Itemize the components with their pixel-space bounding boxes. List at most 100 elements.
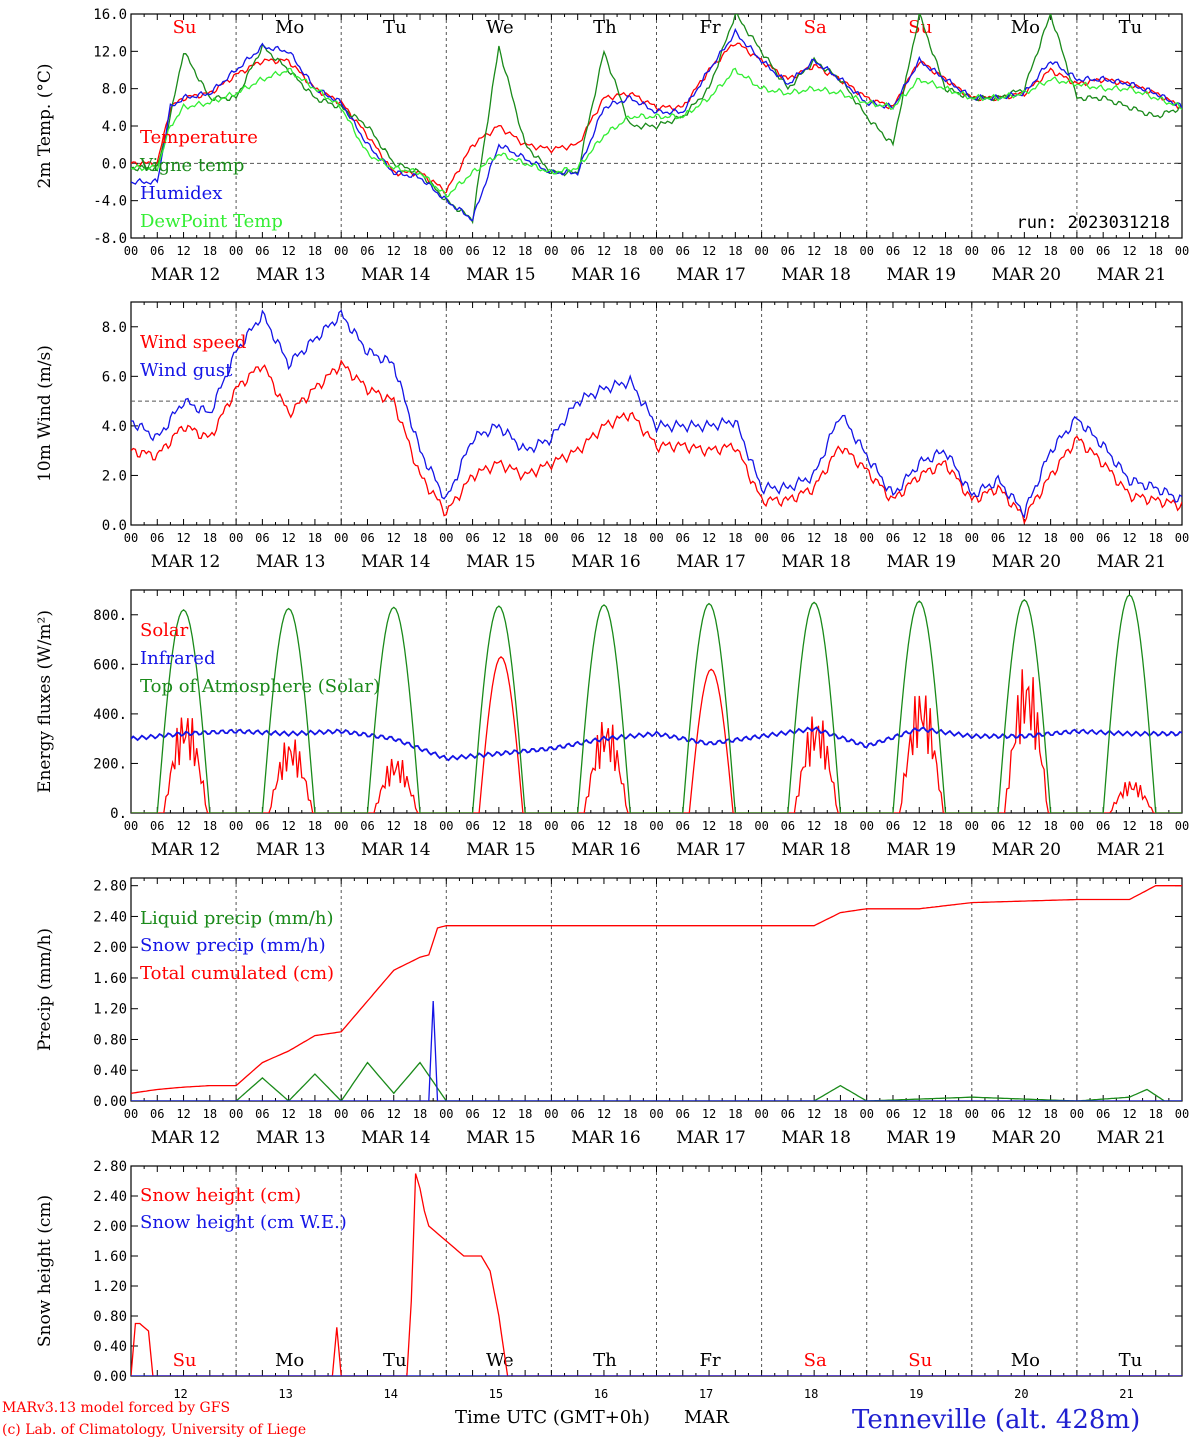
day-number-label: 19 [909,1387,923,1401]
date-label: MAR 14 [361,840,431,860]
date-label: MAR 12 [151,1128,221,1148]
legend-entry: Top of Atmosphere (Solar) [140,676,380,697]
hour-tick-label: 12 [912,531,926,545]
date-label: MAR 21 [1097,265,1167,285]
date-label: MAR 18 [781,552,851,572]
hour-tick-label: 06 [360,531,374,545]
hour-tick-label: 06 [150,1107,164,1121]
date-label: MAR 18 [781,1128,851,1148]
hour-tick-label: 00 [439,531,453,545]
hour-tick-label: 18 [308,531,322,545]
y-tick-label: 0.40 [93,1339,127,1355]
day-number-label: 13 [278,1387,292,1401]
hour-tick-label: 00 [754,819,768,833]
hour-tick-label: 18 [1148,819,1162,833]
hour-tick-label: 00 [124,1107,138,1121]
y-axis-title: 10m Wind (m/s) [35,345,55,482]
hour-tick-label: 12 [281,244,295,258]
day-number-label: 21 [1119,1387,1133,1401]
hour-tick-label: 12 [281,1107,295,1121]
hour-tick-label: 00 [649,531,663,545]
hour-tick-label: 12 [702,819,716,833]
hour-tick-label: 00 [124,531,138,545]
date-label: MAR 14 [361,265,431,285]
hour-tick-label: 18 [1148,1107,1162,1121]
hour-tick-label: 18 [623,244,637,258]
hour-tick-label: 00 [1070,244,1084,258]
hour-tick-label: 06 [570,1107,584,1121]
hour-tick-label: 12 [492,531,506,545]
hour-tick-label: 06 [465,819,479,833]
y-tick-label: 600. [93,657,127,673]
legend-entry: Wind gust [140,360,233,381]
y-tick-label: 0.0 [102,518,127,534]
date-label: MAR 17 [676,1128,746,1148]
hour-tick-label: 12 [807,244,821,258]
date-label: MAR 16 [571,1128,641,1148]
y-tick-label: 12.0 [93,44,127,60]
hour-tick-label: 18 [413,819,427,833]
weekday-label: Su [908,1350,932,1371]
y-tick-label: 0.00 [93,1094,127,1110]
date-label: MAR 18 [781,840,851,860]
hour-tick-label: 12 [492,244,506,258]
hour-tick-label: 18 [833,1107,847,1121]
hour-tick-label: 06 [991,531,1005,545]
hour-tick-label: 00 [544,819,558,833]
day-number-label: 20 [1014,1387,1028,1401]
date-label: MAR 12 [151,840,221,860]
weekday-label: Tu [1119,17,1143,38]
hour-tick-label: 18 [518,819,532,833]
hour-tick-label: 18 [308,244,322,258]
y-tick-label: 0.0 [102,156,127,172]
hour-tick-label: 00 [544,531,558,545]
y-tick-label: 4.0 [102,119,127,135]
hour-tick-label: 18 [308,819,322,833]
legend-entry: Snow height (cm W.E.) [140,1212,347,1233]
hour-tick-label: 00 [334,1107,348,1121]
date-label: MAR 15 [466,1128,536,1148]
hour-tick-label: 06 [1096,244,1110,258]
date-label: MAR 18 [781,265,851,285]
hour-tick-label: 18 [203,819,217,833]
hour-tick-label: 06 [570,819,584,833]
hour-tick-label: 06 [360,819,374,833]
hour-tick-label: 06 [886,819,900,833]
hour-tick-label: 00 [1070,819,1084,833]
legend-entry: DewPoint Temp [140,211,283,232]
y-tick-label: 6.0 [102,369,127,385]
hour-tick-label: 12 [387,1107,401,1121]
y-tick-label: 0.00 [93,1369,127,1385]
weekday-label: Th [593,17,617,38]
hour-tick-label: 12 [176,1107,190,1121]
hour-tick-label: 06 [255,819,269,833]
y-tick-label: 2.40 [93,1189,127,1205]
panel-5: 0.00 0.40 0.80 1.20 1.60 2.00 2.40 2.80 Snow hei… [35,1159,1183,1385]
y-tick-label: 2.80 [93,1159,127,1175]
hour-tick-label: 00 [649,1107,663,1121]
hour-tick-label: 06 [886,531,900,545]
hour-tick-label: 06 [465,1107,479,1121]
hour-tick-label: 06 [991,1107,1005,1121]
hour-tick-label: 00 [649,244,663,258]
hour-tick-label: 00 [1175,1107,1189,1121]
hour-tick-label: 12 [492,819,506,833]
hour-tick-label: 18 [203,1107,217,1121]
hour-tick-label: 18 [1043,1107,1057,1121]
hour-tick-label: 12 [281,531,295,545]
hour-tick-label: 12 [807,531,821,545]
hour-tick-label: 18 [413,1107,427,1121]
panel-2: 0.0 2.0 4.0 6.0 8.0 10m Wind (m/s) 00 06 12 18 00 0… [35,301,1189,572]
date-label: MAR 16 [571,840,641,860]
hour-tick-label: 06 [360,244,374,258]
hour-tick-label: 00 [965,819,979,833]
hour-tick-label: 12 [1017,244,1031,258]
credit-line-1: MARv3.13 model forced by GFS [2,1400,230,1416]
series-liquid-precip-mm-h [131,1061,1182,1101]
series-wind-gust [131,309,1182,519]
weekday-label: Fr [700,17,721,38]
weekday-label: Su [173,17,197,38]
hour-tick-label: 00 [965,1107,979,1121]
legend-entry: Snow height (cm) [140,1185,301,1206]
date-label: MAR 20 [992,552,1062,572]
